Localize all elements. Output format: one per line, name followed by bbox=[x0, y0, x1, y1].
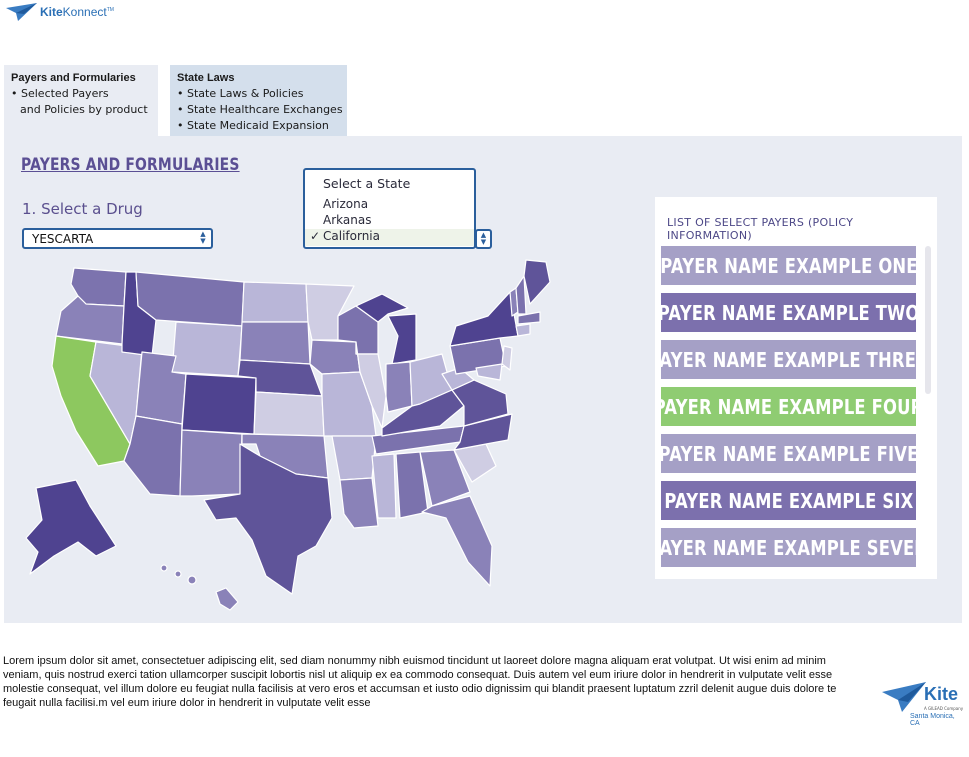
kite-icon bbox=[882, 682, 926, 712]
drug-select-label: 1. Select a Drug bbox=[22, 200, 143, 218]
state-north-carolina bbox=[453, 413, 513, 451]
kite-location: Santa Monica, CA bbox=[910, 713, 955, 727]
kite-brand-logo: Kite A GILEAD Company Santa Monica, CA bbox=[880, 680, 966, 727]
tab-item-continued[interactable]: and Policies by product bbox=[20, 103, 148, 116]
scrollbar[interactable] bbox=[925, 246, 931, 394]
payers-list-panel: LIST OF SELECT PAYERS (POLICY INFORMATIO… bbox=[655, 197, 937, 579]
state-connecticut bbox=[515, 323, 531, 337]
drug-select[interactable]: YESCARTA ▲ ▼ bbox=[22, 228, 213, 249]
state-arkansas bbox=[331, 435, 377, 481]
payer-list[interactable]: PAYER NAME EXAMPLE ONE PAYER NAME EXAMPL… bbox=[661, 246, 916, 572]
state-hawaii-island bbox=[187, 575, 197, 585]
logo-text: KiteKonnectTM bbox=[40, 5, 114, 19]
us-map[interactable] bbox=[16, 256, 556, 616]
payers-heading: LIST OF SELECT PAYERS (POLICY INFORMATIO… bbox=[667, 216, 854, 242]
payer-item[interactable]: PAYER NAME EXAMPLE SEVEN bbox=[661, 528, 916, 567]
tab-title: State Laws bbox=[177, 72, 235, 84]
tab-item[interactable]: • State Medicaid Expansion bbox=[177, 119, 329, 132]
kite-icon bbox=[6, 3, 37, 21]
state-new-york bbox=[449, 291, 519, 347]
state-south-dakota bbox=[239, 321, 311, 365]
state-georgia bbox=[419, 449, 471, 507]
tab-item[interactable]: • Selected Payers bbox=[11, 87, 109, 100]
state-mississippi bbox=[371, 453, 397, 519]
state-option-arkansas[interactable]: Arkanas bbox=[323, 213, 372, 227]
check-icon: ✓ bbox=[310, 229, 321, 243]
state-option-california[interactable]: California bbox=[305, 229, 474, 246]
payer-item[interactable]: PAYER NAME EXAMPLE ONE bbox=[661, 246, 916, 285]
state-michigan-up bbox=[355, 293, 409, 323]
page-title: PAYERS AND FORMULARIES bbox=[21, 155, 240, 175]
kite-brand-sub: A GILEAD Company bbox=[924, 706, 964, 711]
state-kansas bbox=[253, 391, 325, 437]
state-florida bbox=[421, 495, 493, 587]
footer-disclaimer: Lorem ipsum dolor sit amet, consectetuer… bbox=[3, 655, 837, 709]
updown-arrows-icon: ▲ ▼ bbox=[200, 230, 206, 245]
state-maryland bbox=[475, 363, 503, 381]
state-new-jersey bbox=[501, 345, 513, 371]
updown-arrows-icon[interactable]: ▲ ▼ bbox=[475, 229, 492, 249]
state-option-arizona[interactable]: Arizona bbox=[323, 197, 369, 211]
state-hawaii bbox=[215, 587, 239, 611]
state-new-hampshire bbox=[515, 275, 527, 315]
payer-item[interactable]: PAYER NAME EXAMPLE FOUR bbox=[661, 387, 916, 426]
state-massachusetts bbox=[517, 311, 541, 325]
kite-brand-name: Kite bbox=[924, 684, 959, 704]
state-wyoming bbox=[171, 321, 243, 377]
state-west-virginia bbox=[441, 367, 475, 391]
tab-item[interactable]: • State Healthcare Exchanges bbox=[177, 103, 343, 116]
state-alaska bbox=[25, 479, 117, 575]
tab-payers-and-formularies[interactable]: Payers and Formularies • Selected Payers… bbox=[4, 65, 158, 136]
payer-item[interactable]: PAYER NAME EXAMPLE THREE bbox=[661, 340, 916, 379]
state-hawaii-island bbox=[174, 570, 182, 578]
state-new-mexico bbox=[179, 429, 243, 497]
state-north-dakota bbox=[241, 281, 309, 323]
state-colorado bbox=[181, 373, 257, 435]
tab-title: Payers and Formularies bbox=[11, 72, 136, 84]
tab-state-laws[interactable]: State Laws • State Laws & Policies • Sta… bbox=[170, 65, 347, 136]
state-michigan bbox=[387, 313, 417, 365]
state-illinois bbox=[355, 341, 387, 429]
drug-select-value: YESCARTA bbox=[32, 232, 94, 246]
state-select-heading: Select a State bbox=[323, 176, 411, 191]
state-select-dropdown[interactable]: Select a State Arizona Arkanas Californi… bbox=[303, 168, 476, 249]
state-indiana bbox=[385, 361, 413, 413]
state-iowa bbox=[309, 339, 361, 375]
state-maine bbox=[523, 259, 551, 305]
payer-item[interactable]: PAYER NAME EXAMPLE SIX bbox=[661, 481, 916, 520]
tab-item[interactable]: • State Laws & Policies bbox=[177, 87, 304, 100]
payer-item[interactable]: PAYER NAME EXAMPLE FIVE bbox=[661, 434, 916, 473]
main-panel: PAYERS AND FORMULARIES 1. Select a Drug … bbox=[4, 136, 962, 623]
state-texas bbox=[203, 443, 333, 595]
state-louisiana bbox=[339, 477, 379, 529]
kiteconnect-logo[interactable]: KiteKonnectTM bbox=[4, 2, 114, 22]
state-hawaii-island bbox=[160, 564, 168, 572]
payer-item[interactable]: PAYER NAME EXAMPLE TWO bbox=[661, 293, 916, 332]
